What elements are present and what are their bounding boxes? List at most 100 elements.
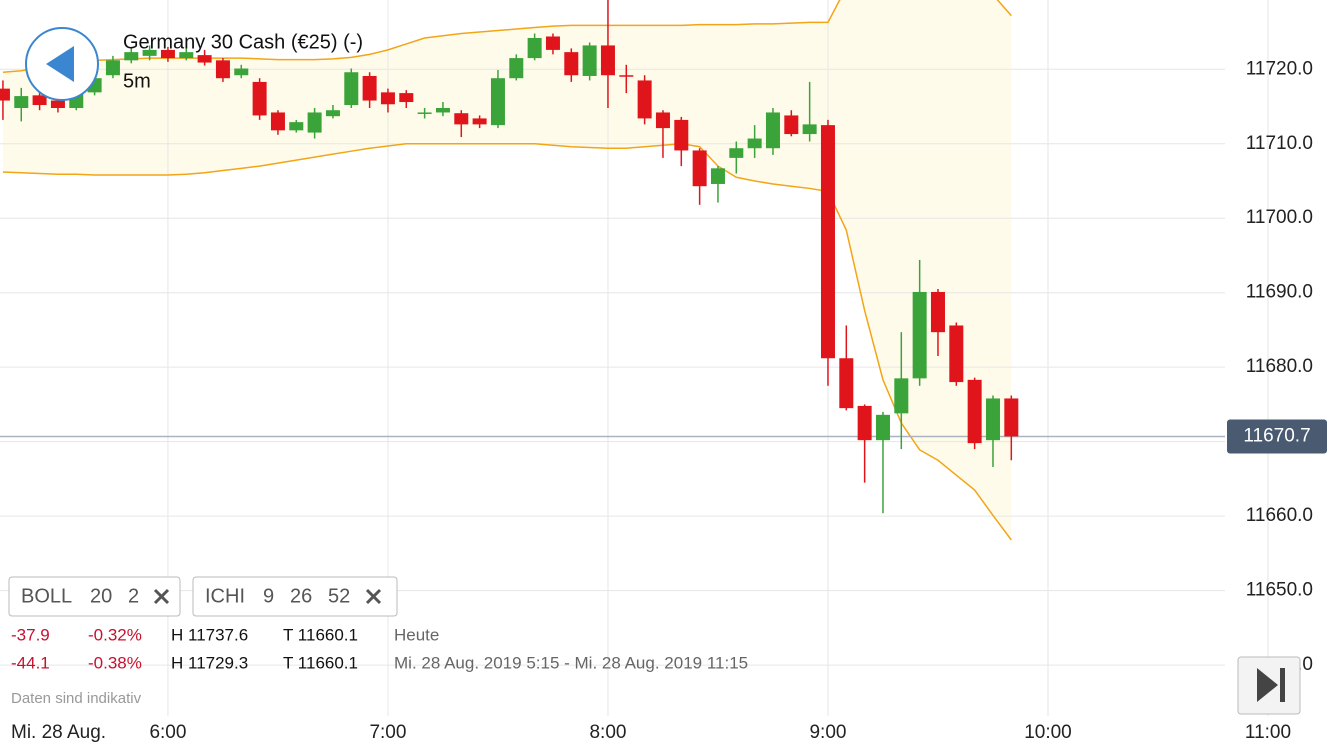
boll-chip[interactable] — [8, 576, 181, 617]
candle-body — [857, 405, 872, 441]
candle-body — [582, 45, 597, 76]
y-tick-label: 11700.0 — [1246, 207, 1313, 228]
candle-body — [674, 119, 689, 151]
disclaimer: Daten sind indikativ — [11, 690, 142, 707]
candle-body — [325, 110, 340, 117]
high: H 11729.3 — [171, 653, 248, 672]
candle-body — [344, 72, 359, 106]
plot — [0, 0, 1269, 716]
chip-param: 52 — [328, 585, 350, 607]
band-line — [2, 142, 1012, 541]
x-tick-label: 8:00 — [589, 722, 626, 743]
candle-body — [14, 96, 29, 108]
chip-param: 2 — [128, 585, 139, 607]
candle-body — [949, 325, 964, 383]
date-bg — [0, 717, 132, 750]
price-badge — [1227, 419, 1327, 454]
candle-body — [124, 52, 139, 61]
chip-close[interactable] — [153, 588, 170, 605]
candle-body — [765, 112, 780, 149]
candle-body — [1004, 398, 1019, 437]
candle-body — [985, 398, 1000, 441]
back-icon — [46, 46, 74, 82]
instrument-title: Germany 30 Cash (€25) (-) — [123, 31, 363, 53]
period: Heute — [394, 625, 439, 644]
ichi-chip[interactable] — [192, 576, 398, 617]
y-tick-label: 11680.0 — [1246, 356, 1313, 377]
y-tick-label: 11660.0 — [1246, 505, 1313, 526]
chip-param: 20 — [90, 585, 112, 607]
candle-body — [545, 36, 560, 50]
candle-body — [912, 291, 927, 379]
candle-body — [619, 75, 634, 77]
candle-body — [32, 95, 47, 106]
x-tick-label: 9:00 — [809, 722, 846, 743]
date-label: Mi. 28 Aug. — [11, 722, 106, 743]
candle-body — [252, 81, 267, 116]
candle-body — [270, 112, 285, 131]
change: -44.1 — [11, 653, 50, 672]
candle-body — [417, 112, 432, 114]
change: -37.9 — [11, 625, 50, 644]
low: T 11660.1 — [283, 653, 358, 672]
candle-body — [509, 58, 524, 79]
candle-body — [215, 60, 230, 79]
low: T 11660.1 — [283, 625, 358, 644]
candle-body — [710, 168, 725, 184]
period: Mi. 28 Aug. 2019 5:15 - Mi. 28 Aug. 2019… — [394, 653, 748, 672]
candle-body — [289, 122, 304, 131]
candle-body — [197, 55, 212, 63]
candle-body — [564, 52, 579, 76]
candle-body — [637, 80, 652, 119]
candle-body — [105, 60, 120, 76]
candle-body — [967, 379, 982, 444]
jump-end-icon — [1257, 668, 1285, 702]
candle-body — [747, 138, 762, 149]
candle-body — [527, 37, 542, 59]
chip-close[interactable] — [365, 588, 382, 605]
candle-body — [894, 378, 909, 414]
candle-body — [820, 125, 835, 359]
candle-body — [490, 78, 505, 126]
high: H 11737.6 — [171, 625, 248, 644]
band-fill — [2, 0, 1012, 540]
candle-body — [875, 414, 890, 441]
candle-body — [50, 100, 65, 108]
x-tick-label: 10:00 — [1024, 722, 1072, 743]
candle-body — [839, 358, 854, 409]
chip-name: ICHI — [205, 585, 245, 607]
x-tick-label: 6:00 — [149, 722, 186, 743]
candle-body — [655, 112, 670, 129]
candle-body — [380, 92, 395, 105]
candle-body — [362, 75, 377, 101]
candle-body — [0, 88, 10, 101]
candle-body — [160, 49, 175, 59]
candle-body — [435, 107, 450, 113]
x-tick-label: 7:00 — [369, 722, 406, 743]
candle-body — [692, 150, 707, 187]
candle-body — [454, 113, 469, 125]
candle-body — [142, 49, 157, 56]
percent: -0.32% — [88, 625, 142, 644]
price-label: 11670.7 — [1243, 425, 1310, 446]
interval: 5m — [123, 70, 151, 92]
y-tick-label: 11690.0 — [1246, 282, 1313, 303]
candle-body — [784, 115, 799, 135]
percent: -0.38% — [88, 653, 142, 672]
x-tick-label: 11:00 — [1245, 722, 1291, 743]
candle-body — [472, 118, 487, 125]
candle-body — [234, 68, 249, 76]
chip-param: 26 — [290, 585, 312, 607]
candle-body — [399, 93, 414, 103]
candle-body — [802, 124, 817, 135]
y-tick-label: 11710.0 — [1246, 133, 1313, 154]
candle-body — [307, 112, 322, 133]
candle-body — [600, 45, 615, 76]
overlay: Germany 30 Cash (€25) (-) 5m BOLL 20 2 I… — [0, 27, 1327, 750]
chip-name: BOLL — [21, 585, 72, 607]
candle-body — [179, 52, 194, 59]
y-tick-label: 11720.0 — [1246, 58, 1313, 79]
chip-param: 9 — [263, 585, 274, 607]
y-tick-label: 11650.0 — [1246, 580, 1313, 601]
